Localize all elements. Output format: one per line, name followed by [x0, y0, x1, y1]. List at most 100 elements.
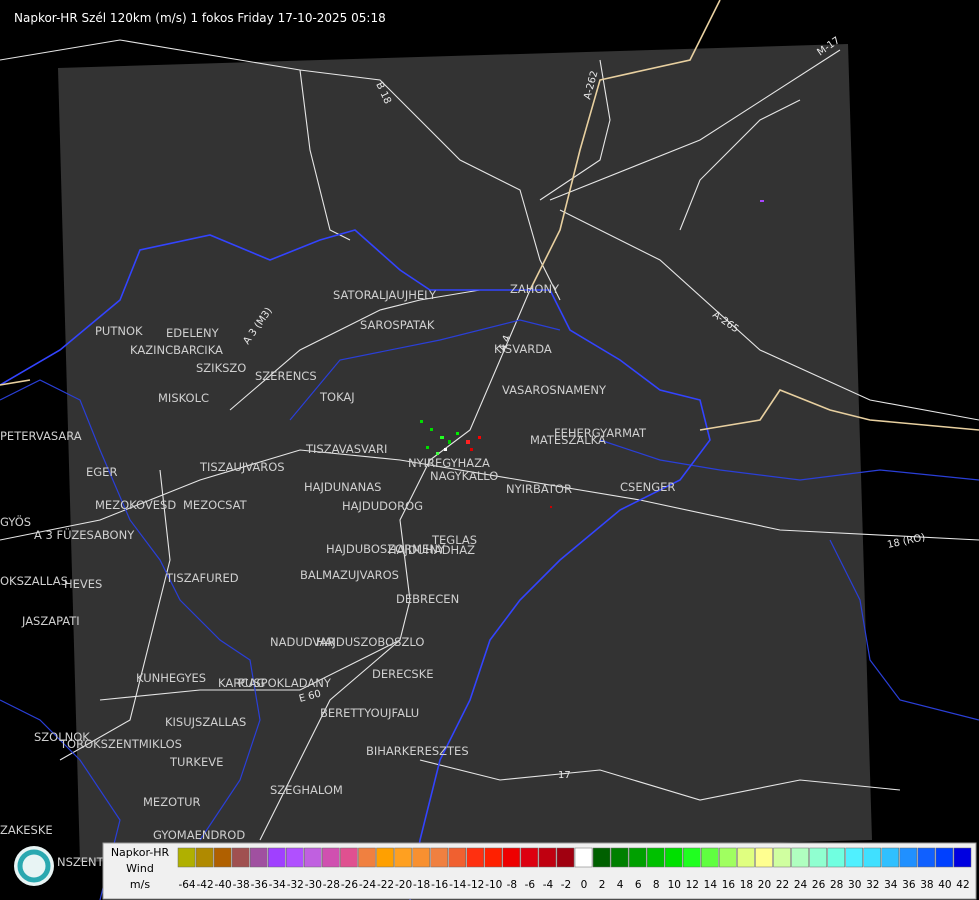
city-label: GYÖS	[0, 513, 31, 529]
radar-area	[58, 44, 872, 862]
city-label: TISZAVASVARI	[305, 442, 387, 456]
legend-swatch	[430, 847, 448, 868]
legend-swatch	[791, 847, 809, 868]
legend-label: 18	[740, 879, 753, 891]
city-label: TURKEVE	[169, 755, 223, 769]
river	[829, 539, 979, 721]
road	[0, 449, 979, 541]
legend-label: 26	[812, 879, 826, 891]
legend-label: -36	[251, 879, 268, 891]
river	[0, 379, 261, 841]
legend-label: 36	[902, 879, 916, 891]
legend-swatch	[448, 847, 466, 868]
legend-swatch	[304, 847, 322, 868]
city-label: OKSZALLAS	[0, 574, 68, 588]
road	[59, 469, 171, 761]
legend-label: 6	[635, 879, 642, 891]
legend: Napkor-HR Wind m/s -64 -42 -40 -38 -36 -34 -32…	[14, 842, 977, 900]
city-label: PUTNOK	[95, 324, 143, 338]
legend-swatch	[773, 847, 791, 868]
road	[259, 289, 531, 841]
legend-swatch	[863, 847, 882, 868]
legend-swatch	[556, 847, 575, 868]
legend-label: -4	[543, 879, 554, 891]
legend-swatch	[340, 847, 358, 868]
road	[559, 209, 979, 421]
road	[549, 49, 841, 201]
legend-label: -28	[323, 879, 340, 891]
city-label: KISVARDA	[494, 342, 552, 356]
legend-label: -20	[395, 879, 412, 891]
city-label: EDELENY	[166, 326, 220, 340]
logo-ring	[17, 849, 51, 883]
echo	[478, 436, 481, 439]
legend-label: 0	[581, 879, 588, 891]
city-label: HAJDUDOROG	[342, 499, 423, 513]
legend-label: 8	[653, 879, 660, 891]
legend-label: 32	[866, 879, 879, 891]
city-label: MEZOCSAT	[183, 498, 248, 512]
legend-label: 34	[884, 879, 898, 891]
legend-label: -14	[449, 879, 466, 891]
city-label: MEZOKOVESD	[95, 498, 176, 512]
legend-swatch	[737, 847, 755, 868]
road	[0, 39, 561, 301]
legend-label: 28	[830, 879, 843, 891]
legend-variable: Wind	[126, 862, 154, 875]
echo	[456, 432, 459, 435]
legend-label: 12	[686, 879, 699, 891]
city-label: TOROKSZENTMIKLOS	[59, 737, 182, 751]
legend-swatch	[358, 847, 376, 868]
legend-label: -24	[359, 879, 376, 891]
legend-label: -8	[507, 879, 517, 891]
legend-swatch	[520, 847, 539, 868]
city-label: KUNHEGYES	[136, 671, 206, 685]
legend-title: Napkor-HR	[111, 846, 170, 859]
legend-label: -64	[178, 879, 195, 891]
city-label: TOKAJ	[319, 390, 355, 404]
legend-swatch	[881, 847, 900, 868]
city-label: KAZINCBARCIKA	[130, 343, 223, 357]
legend-label: -6	[525, 879, 536, 891]
city-label: DERECSKE	[372, 667, 434, 681]
legend-label: -40	[215, 879, 232, 891]
city-label: VASAROSNAMENY	[502, 383, 607, 397]
legend-label: 10	[668, 879, 681, 891]
river	[289, 319, 561, 421]
legend-swatch	[935, 847, 954, 868]
legend-label: -38	[233, 879, 250, 891]
legend-scale: -64 -42 -40 -38 -36 -34 -32 -30 -28 -26 -24 -22 -20-…	[177, 847, 972, 891]
legend-label: -26	[341, 879, 358, 891]
legend-swatch	[177, 847, 196, 868]
legend-label: 38	[920, 879, 933, 891]
road	[99, 639, 401, 701]
city-label: TEGLAS	[431, 533, 477, 547]
city-label: MATESZALKA	[530, 433, 606, 447]
legend-swatch	[610, 847, 629, 868]
legend-label: -16	[431, 879, 448, 891]
legend-label: -10	[485, 879, 502, 891]
legend-label: 30	[848, 879, 861, 891]
legend-label: -42	[196, 879, 213, 891]
legend-swatch	[322, 847, 340, 868]
legend-swatch	[466, 847, 485, 868]
legend-swatch	[917, 847, 936, 868]
city-label: ZAHONY	[510, 282, 560, 296]
road-label: 17	[558, 770, 571, 781]
national-border	[0, 229, 711, 900]
roads	[0, 39, 979, 841]
city-label: SZEGHALOM	[270, 783, 343, 797]
legend-swatch	[592, 847, 611, 868]
legend-label: 16	[722, 879, 736, 891]
city-label: PETERVASARA	[0, 429, 82, 443]
city-label: MISKOLC	[158, 391, 209, 405]
city-label: SAROSPATAK	[360, 318, 435, 332]
city-label: TISZAFURED	[165, 571, 239, 585]
city-label: TISZAUJVAROS	[199, 460, 285, 474]
echo	[430, 428, 433, 431]
legend-swatch	[827, 847, 845, 868]
legend-swatch	[267, 847, 286, 868]
echo	[436, 452, 439, 455]
road	[229, 289, 481, 411]
city-label: BALMAZUJVAROS	[300, 568, 399, 582]
